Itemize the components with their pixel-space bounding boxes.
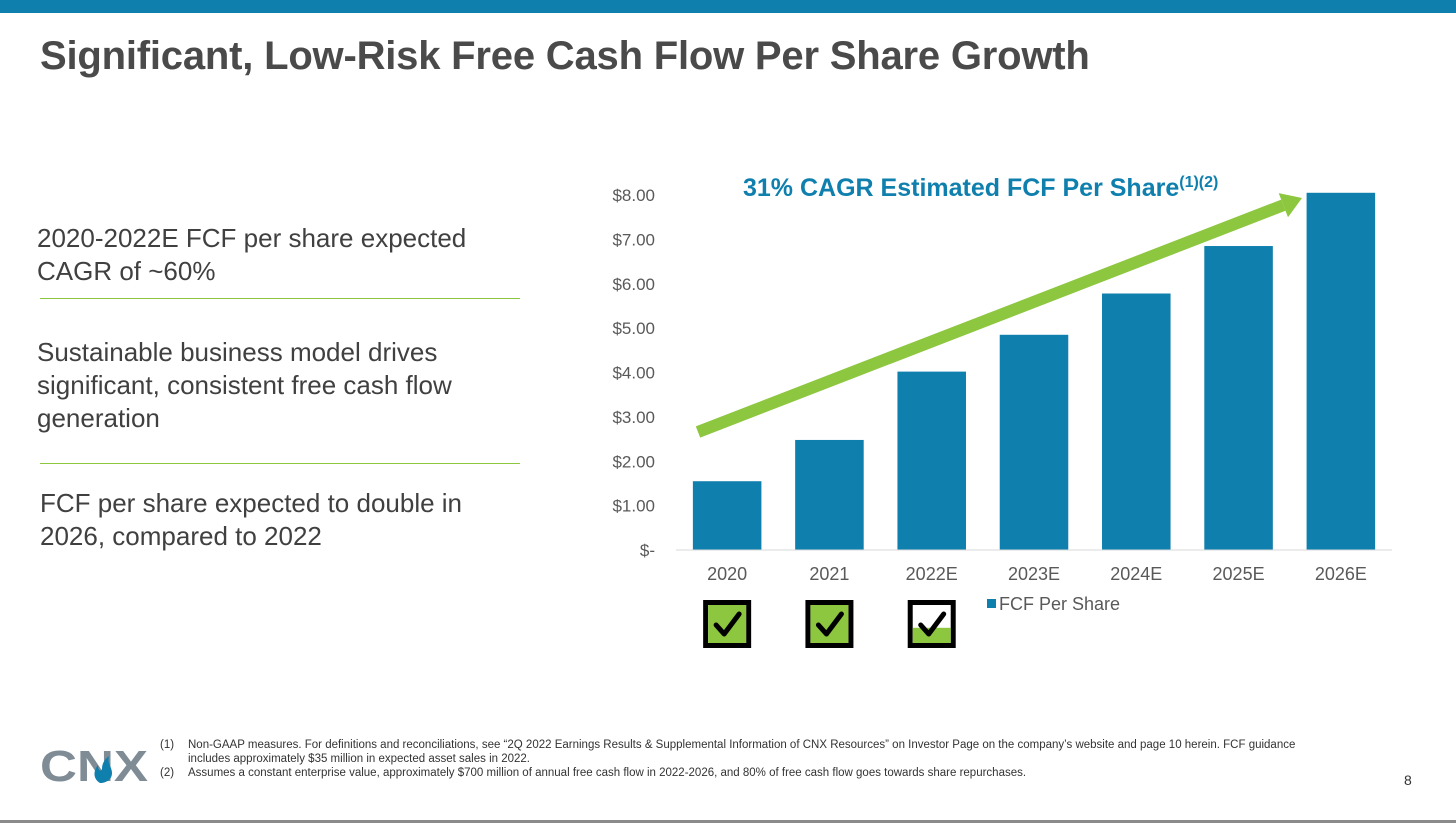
x-tick-label: 2020: [707, 564, 747, 584]
checkmark-box: [907, 600, 956, 648]
footnote-2: (2) Assumes a constant enterprise value,…: [160, 766, 1330, 780]
flame-icon: [94, 756, 112, 783]
y-tick-label: $4.00: [612, 364, 655, 383]
checkmark-box: [805, 600, 854, 648]
y-tick-label: $-: [640, 541, 655, 560]
footnote-1: (1) Non-GAAP measures. For definitions a…: [160, 738, 1330, 766]
y-tick-label: $2.00: [612, 452, 655, 471]
bottom-rule: [0, 820, 1456, 823]
bar-2023e: [999, 334, 1069, 550]
chart-title: 31% CAGR Estimated FCF Per Share(1)(2): [743, 174, 1218, 202]
checkbox-fill: [708, 605, 747, 643]
check-icon: [713, 611, 742, 637]
footnote-text: Non-GAAP measures. For definitions and r…: [188, 739, 1296, 765]
y-tick-label: $6.00: [612, 275, 655, 294]
footnotes: (1) Non-GAAP measures. For definitions a…: [160, 738, 1330, 780]
chart-title-text: 31% CAGR Estimated FCF Per Share: [743, 174, 1179, 202]
footnote-number: (2): [160, 767, 175, 779]
bar-2020: [692, 481, 762, 550]
checkbox-fill: [912, 627, 951, 643]
cnx-logo: CNX: [40, 742, 148, 785]
growth-arrow: [695, 193, 1302, 438]
checkmark-boxes: [703, 600, 956, 648]
x-tick-label: 2021: [809, 564, 849, 584]
x-tick-label: 2022E: [906, 564, 958, 584]
slide-title: Significant, Low-Risk Free Cash Flow Per…: [40, 34, 1090, 78]
bar-2022e: [897, 371, 966, 550]
y-tick-label: $8.00: [612, 186, 655, 205]
x-tick-label: 2025E: [1213, 564, 1265, 584]
bullet-divider-1: [40, 298, 520, 299]
growth-arrow-shaft: [695, 199, 1286, 438]
x-axis-labels: 2020 2021 2022E 2023E 2024E 2025E 2026E: [707, 564, 1367, 584]
legend: FCF Per Share: [987, 594, 1120, 614]
page-number: 8: [1404, 772, 1412, 788]
legend-swatch: [987, 599, 996, 608]
footnote-number: (1): [160, 739, 175, 751]
y-tick-label: $5.00: [612, 319, 655, 338]
x-tick-label: 2024E: [1110, 564, 1162, 584]
bullet-text-3: FCF per share expected to double in 2026…: [40, 488, 463, 551]
bullet-divider-2: [40, 463, 520, 464]
fcf-per-share-chart: $- $1.00 $2.00 $3.00 $4.00 $5.00 $6.00 $7.00 $8.…: [612, 174, 1392, 648]
y-tick-label: $7.00: [612, 230, 655, 249]
y-axis-ticks: $- $1.00 $2.00 $3.00 $4.00 $5.00 $6.00 $7.00 $8.…: [612, 186, 655, 560]
bullet-text-1: 2020-2022E FCF per share expected CAGR o…: [37, 223, 467, 286]
y-tick-label: $3.00: [612, 408, 655, 427]
check-icon: [918, 611, 947, 637]
footnote-text: Assumes a constant enterprise value, app…: [188, 767, 1027, 779]
growth-arrow-head: [1278, 193, 1302, 218]
y-tick-label: $1.00: [612, 497, 655, 516]
checkmark-box: [703, 600, 752, 648]
bar-2026e: [1306, 192, 1376, 550]
bar-2025e: [1204, 246, 1273, 550]
bar-series: [692, 192, 1376, 550]
x-tick-label: 2026E: [1315, 564, 1367, 584]
legend-label: FCF Per Share: [999, 594, 1120, 614]
top-accent-bar: [0, 0, 1456, 13]
bar-2024e: [1102, 293, 1171, 550]
chart-title-superscript: (1)(2): [1179, 174, 1218, 191]
x-tick-label: 2023E: [1008, 564, 1060, 584]
bullet-text-2: Sustainable business model drives signif…: [37, 337, 452, 433]
check-icon: [815, 611, 844, 637]
bar-2021: [795, 439, 864, 550]
logo-wordmark: CNX: [40, 742, 148, 785]
checkbox-fill: [810, 605, 849, 643]
